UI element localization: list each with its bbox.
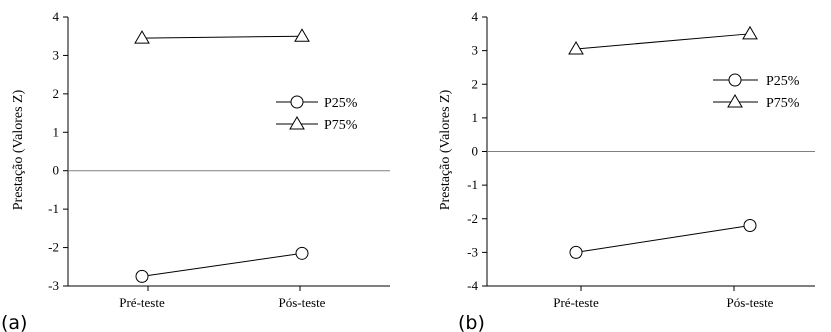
panel-a-y-tick-label: 4 — [53, 9, 60, 24]
panel-a-label: (a) — [1, 312, 27, 332]
panel-a-series-p75-point — [134, 30, 150, 44]
panel-b-y-tick-label: 0 — [472, 144, 479, 159]
panel-a-series-p25-point — [295, 246, 309, 260]
panel-b-y-tick-label: -1 — [467, 177, 478, 192]
panel-a-y-tick-label: 2 — [53, 86, 60, 101]
panel-a-series-p25-point — [135, 269, 149, 283]
panel-b-legend-p25-marker — [728, 73, 742, 87]
panel-a-y-axis-label: Prestação (Valores Z) — [11, 89, 26, 210]
panel-b-legend-p75-marker — [727, 94, 743, 108]
panel-b-y-axis-label: Prestação (Valores Z) — [438, 89, 453, 210]
panel-b-legend-p25-label: P25% — [766, 74, 800, 89]
panel-a-y-tick-label: 0 — [53, 163, 60, 178]
panel-b-series-p75-point — [568, 40, 584, 55]
panel-a-legend-p75-marker — [289, 116, 305, 130]
panel-b-legend-p75-label: P75% — [766, 96, 800, 111]
panel-b-label: (b) — [458, 312, 485, 332]
panel-a-y-tick-label: -3 — [48, 278, 59, 293]
panel-a-series-p75-point — [294, 28, 310, 42]
panel-b-series-p75-line — [575, 33, 751, 50]
panel-b-y-tick-label: 3 — [472, 43, 479, 58]
panel-a-series-p75-line — [141, 35, 303, 39]
panel-a-x-tick-label: Pré-teste — [119, 295, 165, 310]
panel-b-series-p25-line — [575, 224, 751, 253]
panel-b-y-tick-label: 1 — [472, 110, 479, 125]
panel-b-x-tick-label: Pré-teste — [553, 295, 599, 310]
panel-b-y-tick-label: 4 — [472, 9, 479, 24]
panel-b-y-tick-label: -3 — [467, 244, 478, 259]
panel-b-y-tick-label: 2 — [472, 76, 479, 91]
panel-a-y-tick-label: 3 — [53, 47, 60, 62]
panel-b-y-tick-label: -4 — [467, 278, 478, 293]
panel-b-x-tick-label: Pós-teste — [727, 295, 774, 310]
panel-a-legend-p25-marker — [290, 95, 304, 109]
panel-a-y-tick-label: -1 — [48, 201, 59, 216]
panel-b-series-p25-point — [743, 218, 757, 232]
panel-a-legend-p25-label: P25% — [324, 96, 358, 111]
panel-b-y-tick-label: -2 — [467, 211, 478, 226]
panel-a-series-p25-line — [141, 252, 303, 277]
panel-b-series-p25-point — [569, 245, 583, 259]
panel-a-legend-p75-label: P75% — [324, 118, 358, 133]
panel-a-y-tick-label: -2 — [48, 240, 59, 255]
panel-a-x-tick-label: Pós-teste — [279, 295, 326, 310]
panel-b-series-p75-point — [742, 25, 758, 40]
panel-a-y-tick-label: 1 — [53, 124, 60, 139]
